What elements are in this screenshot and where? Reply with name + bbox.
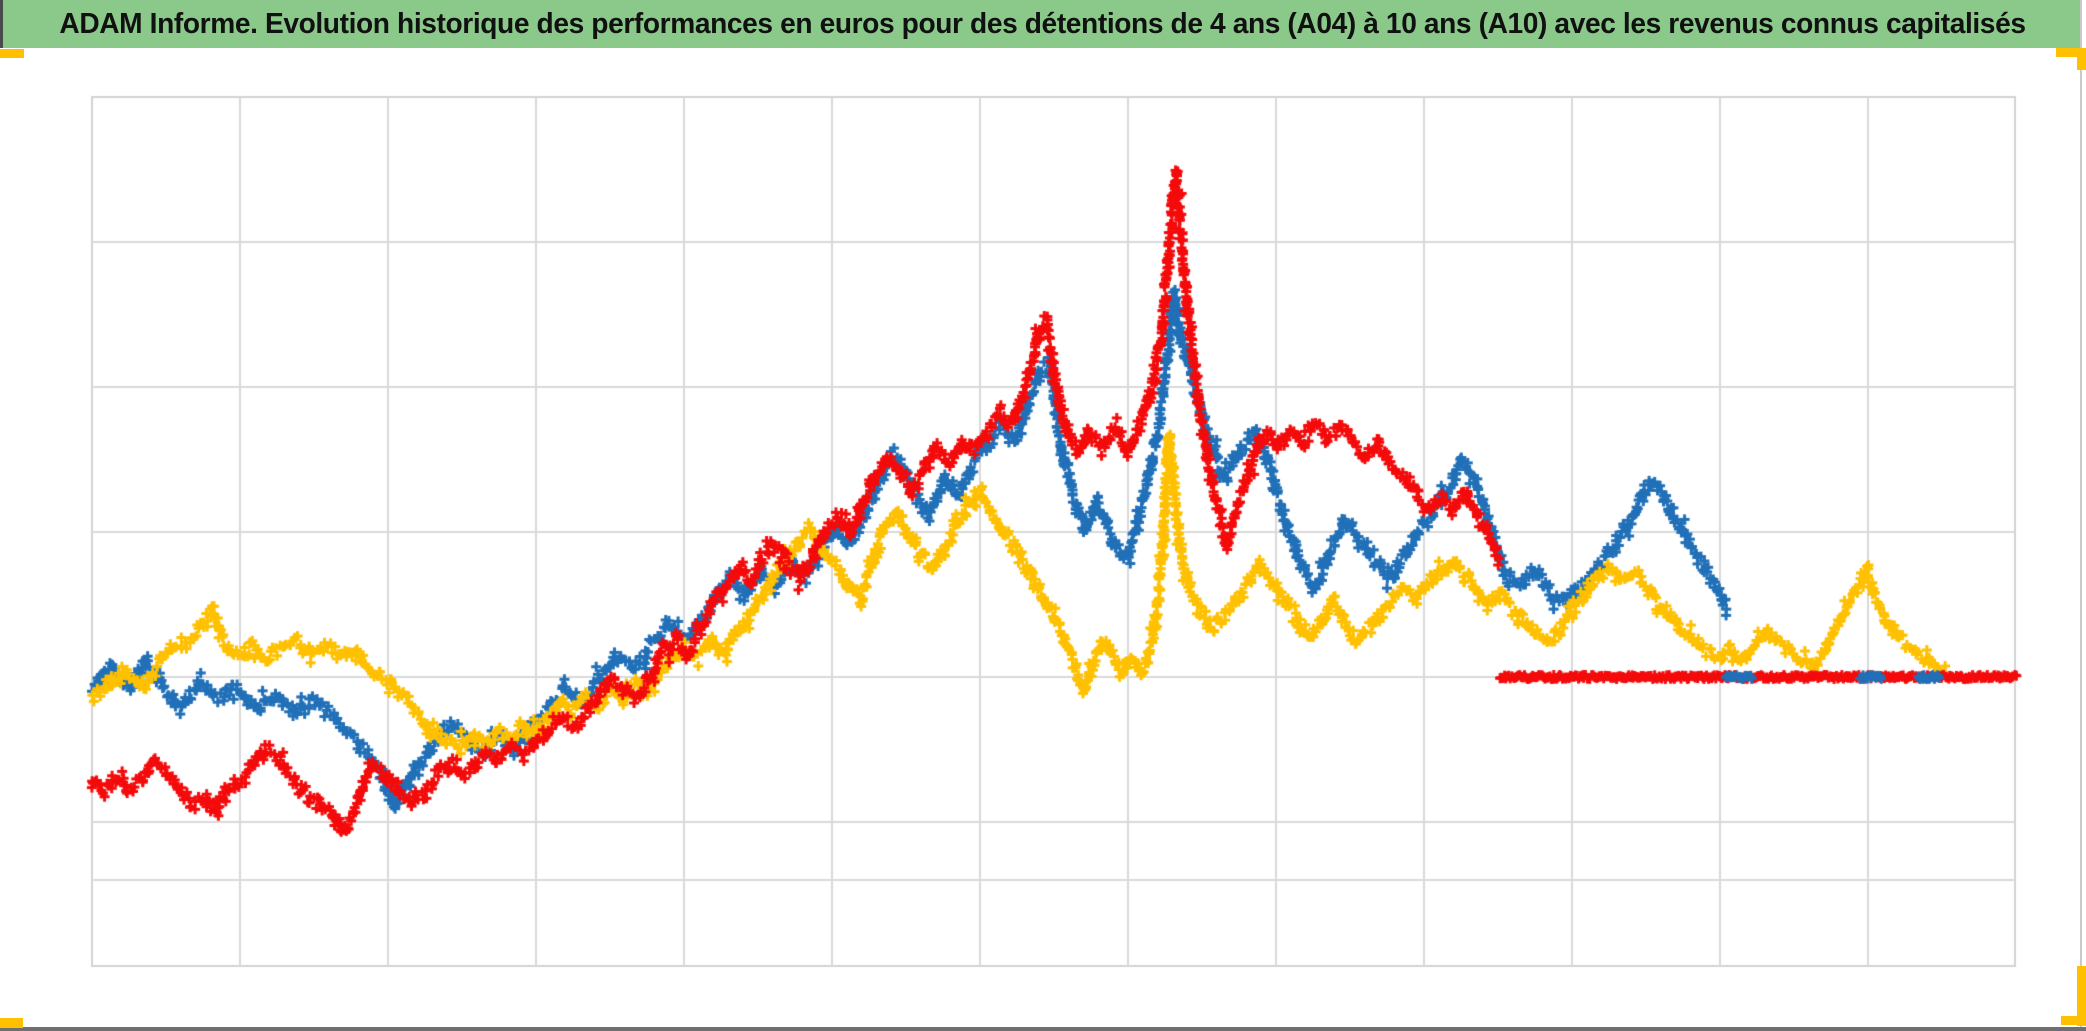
- selection-corner-bottom-right: [2061, 966, 2086, 1026]
- window-right-edge-line: [2080, 0, 2082, 1031]
- selection-corner-top-right: [2056, 48, 2086, 70]
- window-bottom-edge-line: [0, 1027, 2086, 1031]
- selection-corner-top-left: [0, 49, 24, 58]
- selection-corner-bottom-left: [0, 1018, 23, 1028]
